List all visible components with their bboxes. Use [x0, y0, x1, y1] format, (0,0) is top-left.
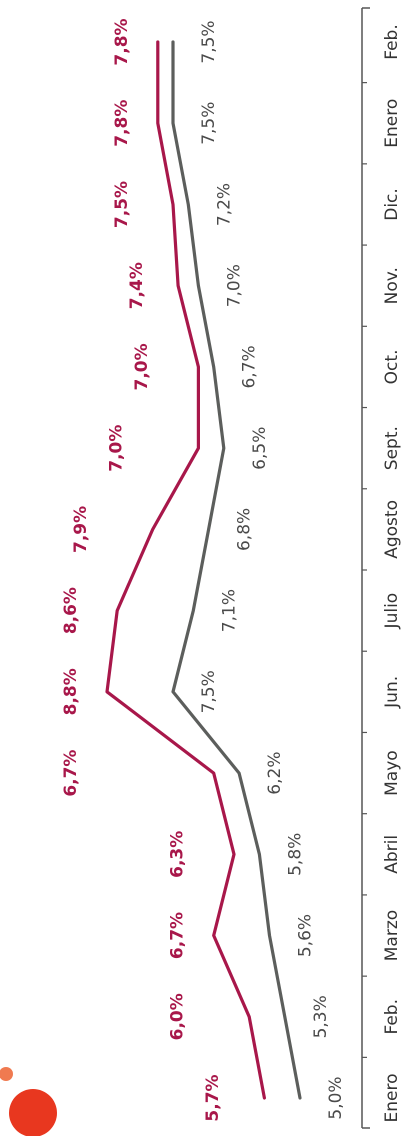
category-tick-label: Abril [382, 835, 402, 874]
data-label-gray: 7,1% [219, 589, 239, 632]
data-label-red: 8,8% [61, 668, 81, 715]
data-label-gray: 5,3% [311, 995, 331, 1038]
category-tick-label: Enero [382, 1074, 402, 1123]
category-tick-label: Marzo [382, 910, 402, 961]
category-tick-label: Feb. [382, 24, 402, 60]
data-label-red: 6,7% [168, 912, 188, 959]
category-tick-label: Dic. [382, 188, 402, 221]
decoration-layer [0, 1067, 57, 1136]
data-label-gray: 7,5% [199, 20, 219, 63]
data-label-red: 8,6% [61, 587, 81, 634]
data-label-red: 7,9% [71, 506, 91, 553]
data-label-gray: 5,8% [285, 833, 305, 876]
data-label-red: 6,7% [61, 750, 81, 797]
data-label-red: 7,8% [112, 100, 132, 147]
data-label-red: 6,3% [168, 831, 188, 878]
category-tick-label: Agosto [382, 500, 402, 559]
data-label-red: 7,5% [112, 181, 132, 228]
data-label-gray: 7,5% [199, 102, 219, 145]
data-label-gray: 7,2% [214, 183, 234, 226]
data-label-gray: 5,6% [296, 914, 316, 957]
data-label-red: 5,7% [203, 1074, 223, 1121]
series-layer [105, 40, 302, 1100]
data-label-gray: 6,7% [240, 345, 260, 388]
data-label-gray: 7,0% [224, 264, 244, 307]
data-label-gray: 6,8% [235, 508, 255, 551]
data-label-red: 7,0% [132, 343, 152, 390]
data-label-red: 7,0% [107, 425, 127, 472]
data-label-gray: 6,2% [265, 751, 285, 794]
category-tick-label: Julio [382, 593, 402, 630]
category-tick-label: Feb. [382, 999, 402, 1035]
category-tick-label: Sept. [382, 426, 402, 470]
category-tick-label: Mayo [382, 750, 402, 796]
data-label-red: 6,0% [168, 993, 188, 1040]
series-line-red [105, 40, 266, 1100]
series-line-gray [171, 40, 302, 1100]
category-tick-label: Enero [382, 99, 402, 148]
axis-layer: Enero Feb. Marzo Abril Mayo Jun. Julio Agosto Se… [361, 7, 402, 1129]
data-label-gray: 6,5% [250, 427, 270, 470]
category-tick-label: Jun. [382, 676, 402, 709]
data-label-layer: 5,7% 6,0% 6,7% 6,3% 6,7% 8,8% 8,6% 7,9% 7,0% 7,0%… [61, 18, 346, 1121]
data-label-gray: 7,5% [199, 670, 219, 713]
data-label-red: 7,4% [127, 262, 147, 309]
data-label-red: 7,8% [112, 18, 132, 65]
orange-dot-small-icon [0, 1067, 13, 1081]
orange-dot-icon [9, 1089, 57, 1136]
category-tick-label: Oct. [382, 350, 402, 385]
category-tick-label: Nov. [382, 267, 402, 304]
data-label-gray: 5,0% [326, 1076, 346, 1119]
